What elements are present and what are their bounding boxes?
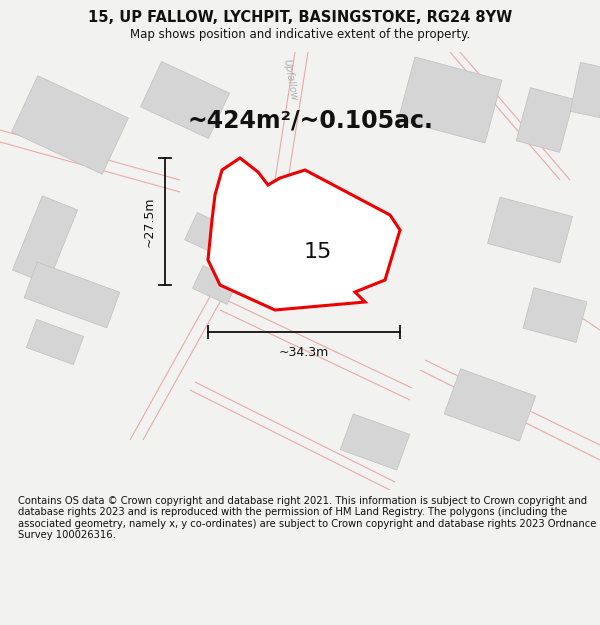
Text: ~27.5m: ~27.5m — [143, 196, 155, 247]
Polygon shape — [516, 88, 574, 152]
Polygon shape — [570, 62, 600, 118]
Polygon shape — [340, 414, 410, 470]
Polygon shape — [140, 61, 230, 139]
Polygon shape — [444, 369, 536, 441]
Text: Contains OS data © Crown copyright and database right 2021. This information is : Contains OS data © Crown copyright and d… — [18, 496, 596, 541]
Polygon shape — [398, 57, 502, 143]
Polygon shape — [26, 319, 83, 364]
Polygon shape — [11, 76, 128, 174]
Polygon shape — [185, 213, 235, 258]
Polygon shape — [24, 262, 120, 328]
Polygon shape — [13, 196, 77, 284]
Text: ~424m²/~0.105ac.: ~424m²/~0.105ac. — [187, 108, 433, 132]
Polygon shape — [523, 288, 587, 342]
Text: 15, UP FALLOW, LYCHPIT, BASINGSTOKE, RG24 8YW: 15, UP FALLOW, LYCHPIT, BASINGSTOKE, RG2… — [88, 11, 512, 26]
Polygon shape — [193, 266, 238, 304]
Text: ~34.3m: ~34.3m — [279, 346, 329, 359]
Text: Map shows position and indicative extent of the property.: Map shows position and indicative extent… — [130, 28, 470, 41]
Text: 15: 15 — [304, 242, 332, 262]
Text: Upfallow: Upfallow — [281, 58, 299, 102]
Polygon shape — [208, 158, 400, 310]
Polygon shape — [488, 197, 572, 263]
